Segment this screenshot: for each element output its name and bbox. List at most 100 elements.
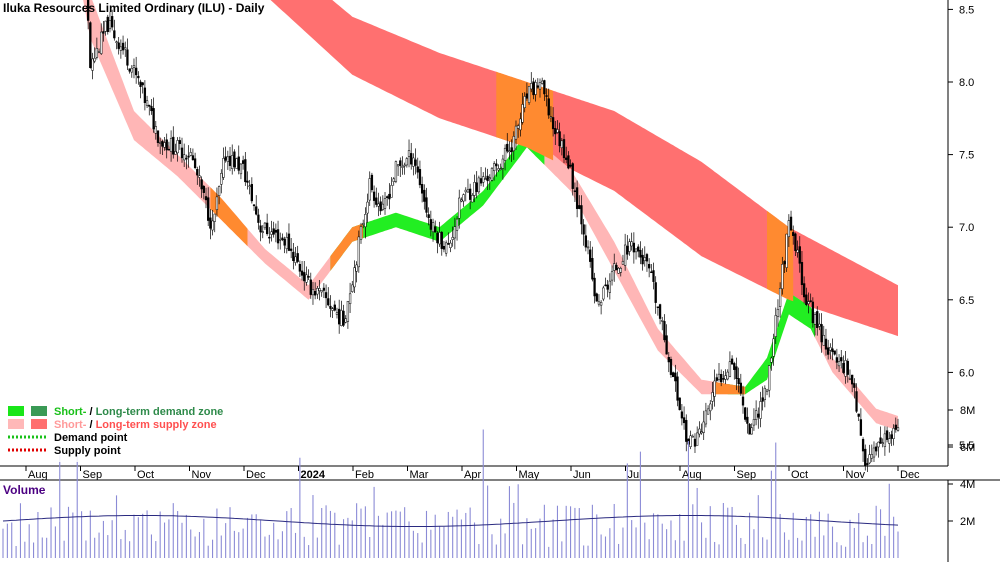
candle xyxy=(159,137,162,155)
candle xyxy=(329,295,332,318)
candle xyxy=(292,242,295,270)
candle xyxy=(599,300,603,315)
candle-body xyxy=(453,226,457,239)
candle-body xyxy=(628,241,631,252)
candle xyxy=(656,306,660,316)
candle xyxy=(479,166,483,187)
candle-body xyxy=(682,417,686,424)
candle xyxy=(270,220,273,242)
candle xyxy=(630,232,633,251)
candle xyxy=(161,139,164,155)
candle-body xyxy=(93,57,96,62)
candle xyxy=(634,248,638,260)
candle xyxy=(822,325,825,346)
candle-body xyxy=(700,431,703,434)
candle xyxy=(853,378,856,399)
candle xyxy=(473,174,476,203)
candle-body xyxy=(283,238,286,246)
candle xyxy=(333,300,336,312)
candle-body xyxy=(543,80,546,95)
candle xyxy=(355,261,358,283)
candle-body xyxy=(713,380,716,397)
candle xyxy=(237,145,240,175)
candle-body xyxy=(669,359,673,375)
candle-body xyxy=(451,237,454,240)
candle xyxy=(198,165,201,187)
candle xyxy=(527,86,531,105)
date-tick-label: Sep xyxy=(83,469,103,481)
candle-body xyxy=(390,185,393,198)
candle-body xyxy=(196,168,199,176)
candle-body xyxy=(150,106,153,112)
candle xyxy=(521,92,524,125)
candle-body xyxy=(720,374,723,383)
date-tick-label: Dec xyxy=(246,469,266,481)
candle-body xyxy=(255,206,258,215)
candle-body xyxy=(399,160,402,166)
candle xyxy=(772,333,775,366)
candle-body xyxy=(102,31,105,34)
candle xyxy=(881,438,884,448)
candle xyxy=(209,209,212,240)
candle-body xyxy=(279,239,282,241)
candle xyxy=(244,151,247,186)
candle-body xyxy=(608,280,612,293)
candlestick-layer xyxy=(86,0,900,472)
candle xyxy=(372,185,376,208)
candle-body xyxy=(246,180,249,183)
candle xyxy=(370,172,374,193)
candle-body xyxy=(754,410,758,420)
candle xyxy=(733,361,736,380)
candle xyxy=(486,168,489,191)
candle xyxy=(187,145,190,168)
candle-body xyxy=(824,338,828,350)
candle xyxy=(604,277,607,287)
candle xyxy=(669,356,673,378)
candle-body xyxy=(811,301,815,324)
candle-body xyxy=(739,382,742,394)
candle-body xyxy=(523,96,526,108)
candle xyxy=(545,88,548,107)
candle xyxy=(429,210,433,237)
candle-body xyxy=(783,261,786,265)
candle xyxy=(641,248,644,271)
date-tick-label: Oct xyxy=(791,469,808,481)
candle-body xyxy=(584,235,587,248)
candle xyxy=(348,282,352,313)
candle-body xyxy=(536,85,539,88)
candle-body xyxy=(154,126,157,134)
date-tick-label: Apr xyxy=(464,469,481,481)
candle xyxy=(534,79,537,102)
candle-body xyxy=(547,98,550,116)
candle xyxy=(565,146,568,164)
candle xyxy=(97,48,101,54)
candle xyxy=(91,52,94,80)
candle-body xyxy=(685,419,688,442)
candle-body xyxy=(556,129,559,133)
candle xyxy=(440,231,443,256)
candle-body xyxy=(676,376,679,401)
candle xyxy=(575,180,579,218)
candle-body xyxy=(418,169,422,186)
candle-body xyxy=(545,95,548,97)
candle-body xyxy=(493,163,496,172)
volume-tick-label: 2M xyxy=(960,516,975,528)
candle-body xyxy=(207,197,210,221)
candle xyxy=(137,71,140,85)
candle-body xyxy=(573,190,577,192)
candle xyxy=(191,148,195,161)
candle-body xyxy=(514,125,518,140)
candle-body xyxy=(329,305,332,309)
candle xyxy=(748,422,751,435)
candle xyxy=(785,233,788,272)
candle xyxy=(362,219,365,229)
candle xyxy=(303,261,306,291)
candle-body xyxy=(163,142,166,148)
candle-body xyxy=(554,128,557,135)
candle xyxy=(425,187,428,218)
candle-body xyxy=(434,226,437,233)
candle-body xyxy=(772,338,775,357)
candle xyxy=(798,236,801,273)
candle xyxy=(453,217,457,250)
date-tick-label: Mar xyxy=(410,469,429,481)
